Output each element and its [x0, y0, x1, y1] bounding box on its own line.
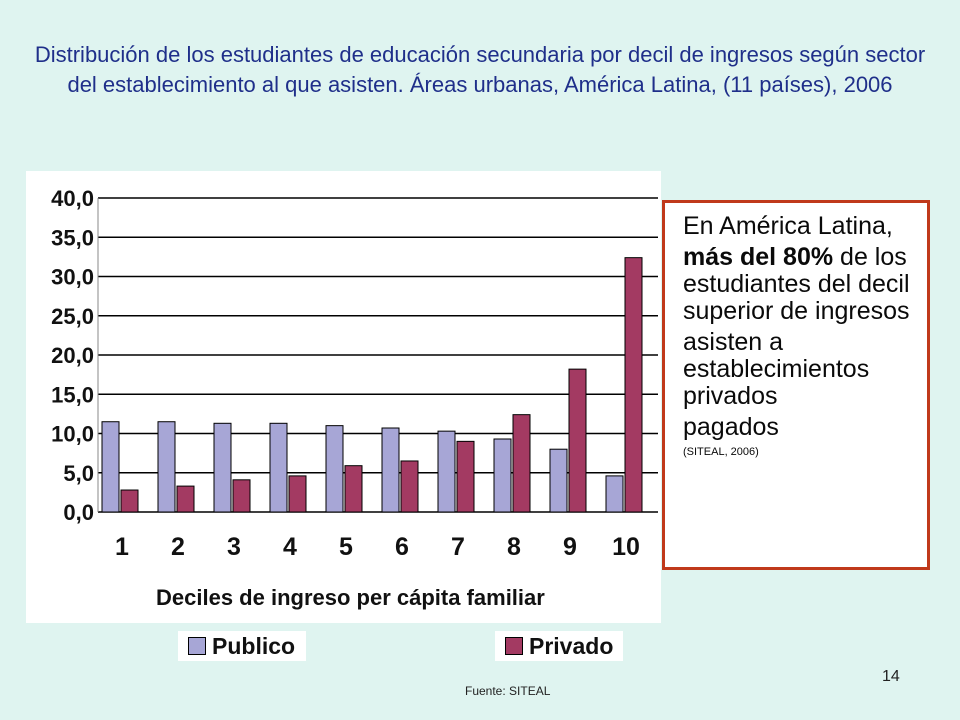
bar-publico-5 — [325, 425, 344, 513]
bar-privado-10 — [624, 257, 643, 513]
legend-swatch-publico — [188, 637, 206, 655]
x-tick-label: 5 — [339, 533, 353, 561]
x-tick-label: 4 — [283, 533, 297, 561]
bars — [101, 257, 643, 513]
y-tick-label: 0,0 — [63, 500, 94, 525]
x-tick-label: 7 — [451, 533, 465, 561]
bar-privado-9 — [568, 368, 587, 513]
bar-publico-9 — [549, 448, 568, 513]
y-tick-label: 15,0 — [51, 382, 94, 407]
x-tick-label: 9 — [563, 533, 577, 561]
bar-privado-2 — [176, 485, 195, 513]
page-number: 14 — [882, 668, 900, 685]
legend-label-privado: Privado — [529, 632, 614, 659]
bar-publico-7 — [437, 430, 456, 513]
bar-privado-7 — [456, 440, 475, 513]
source-text: Fuente: SITEAL — [465, 684, 551, 698]
legend-label-publico: Publico — [212, 632, 296, 659]
note-line-1: En América Latina, — [683, 212, 893, 240]
y-tick-label: 20,0 — [51, 343, 94, 368]
note-line-2-rest: de los estudiantes del decil superior de… — [683, 243, 910, 325]
bar-publico-4 — [269, 422, 288, 513]
x-tick-label: 6 — [395, 533, 409, 561]
bar-publico-1 — [101, 421, 120, 513]
x-axis-label: Deciles de ingreso per cápita familiar — [156, 585, 545, 610]
bar-publico-2 — [157, 421, 176, 513]
x-tick-label: 2 — [171, 533, 185, 561]
bar-publico-8 — [493, 438, 512, 513]
note-line-3: asisten a establecimientos privados — [683, 328, 870, 410]
grid-lines — [97, 197, 658, 513]
bar-privado-1 — [120, 489, 139, 513]
y-tick-label: 30,0 — [51, 265, 94, 290]
y-tick-label: 10,0 — [51, 422, 94, 447]
bar-publico-6 — [381, 427, 400, 513]
y-tick-labels: 0,0 5,0 10,0 15,0 20,0 25,0 30,0 35,0 40,0 — [51, 186, 94, 525]
note-line-4: pagados — [683, 413, 779, 441]
bar-privado-8 — [512, 414, 531, 513]
note-highlight: más del 80% — [683, 243, 834, 271]
bar-chart: 0,0 5,0 10,0 15,0 20,0 25,0 30,0 35,0 40,0 1 2 3 4 5… — [51, 186, 658, 610]
note-box: En América Latina, más del 80% de los es… — [662, 200, 930, 570]
bar-publico-3 — [213, 422, 232, 513]
x-tick-label: 3 — [227, 533, 241, 561]
chart-panel: 0,0 5,0 10,0 15,0 20,0 25,0 30,0 35,0 40,0 1 2 3 4 5… — [26, 171, 661, 623]
note-citation: (SITEAL, 2006) — [683, 446, 759, 458]
bar-privado-5 — [344, 465, 363, 513]
bar-publico-10 — [605, 475, 624, 513]
legend-item-privado: Privado — [495, 631, 623, 661]
y-tick-label: 35,0 — [51, 225, 94, 250]
x-tick-label: 10 — [612, 533, 640, 561]
y-tick-label: 40,0 — [51, 186, 94, 211]
bar-privado-6 — [400, 460, 419, 513]
bar-privado-3 — [232, 479, 251, 513]
y-tick-label: 5,0 — [63, 461, 94, 486]
legend-swatch-privado — [505, 637, 523, 655]
x-tick-labels: 1 2 3 4 5 6 7 8 9 10 — [115, 533, 640, 561]
x-tick-label: 8 — [507, 533, 521, 561]
slide-title: Distribución de los estudiantes de educa… — [34, 42, 926, 97]
y-tick-label: 25,0 — [51, 304, 94, 329]
note-line-2: más del 80% de los estudiantes del decil… — [683, 244, 919, 325]
bar-privado-4 — [288, 475, 307, 513]
legend-item-publico: Publico — [178, 631, 306, 661]
x-tick-label: 1 — [115, 533, 129, 561]
